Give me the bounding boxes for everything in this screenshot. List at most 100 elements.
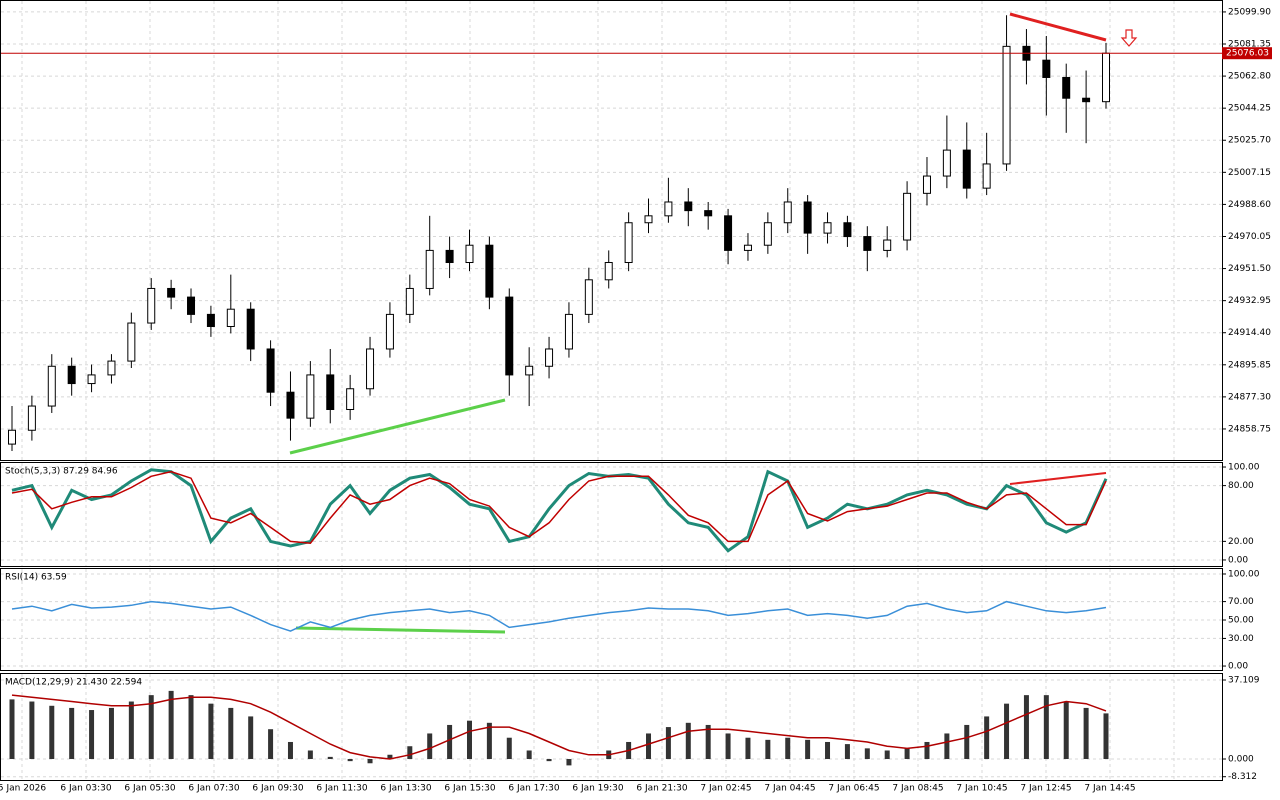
x-tick-label: 6 Jan 15:30 bbox=[444, 784, 496, 794]
y-tick-label: 80.00 bbox=[1228, 481, 1254, 491]
histogram-bar bbox=[208, 703, 214, 760]
histogram-bar bbox=[486, 722, 492, 760]
candle-body bbox=[505, 296, 514, 376]
histogram-bar bbox=[725, 733, 731, 760]
histogram-bar bbox=[168, 690, 174, 760]
indicator-label: RSI(14) 63.59 bbox=[5, 573, 67, 583]
x-tick-label: 6 Jan 09:30 bbox=[252, 784, 304, 794]
candle-body bbox=[604, 262, 613, 281]
histogram-bar bbox=[188, 695, 194, 760]
histogram-bar bbox=[9, 699, 15, 760]
histogram-bar bbox=[506, 737, 512, 760]
histogram-bar bbox=[427, 733, 433, 760]
candle-body bbox=[922, 175, 931, 194]
y-tick-label: 20.00 bbox=[1228, 537, 1254, 547]
histogram-bar bbox=[546, 759, 552, 762]
y-tick-label: 24914.40 bbox=[1228, 328, 1271, 338]
candle-body bbox=[564, 313, 573, 350]
candle-body bbox=[187, 296, 196, 315]
y-tick-label: 25099.90 bbox=[1228, 7, 1271, 17]
candle-body bbox=[47, 365, 56, 407]
indicator-label: Stoch(5,3,3) 87.29 84.96 bbox=[5, 467, 118, 477]
candle-body bbox=[286, 391, 295, 419]
histogram-bar bbox=[924, 741, 930, 760]
histogram-bar bbox=[1043, 695, 1049, 760]
indicator-line bbox=[11, 470, 1107, 544]
y-tick-label: 0.00 bbox=[1228, 662, 1248, 672]
histogram-bar bbox=[904, 748, 910, 760]
candle-body bbox=[147, 287, 156, 324]
x-tick-label: 6 Jan 17:30 bbox=[508, 784, 560, 794]
x-tick-label: 6 Jan 19:30 bbox=[572, 784, 624, 794]
x-tick-label: 7 Jan 06:45 bbox=[828, 784, 879, 794]
y-tick-label: 24858.75 bbox=[1228, 424, 1271, 434]
histogram-bar bbox=[1063, 701, 1069, 760]
indicator-line bbox=[11, 468, 1108, 553]
candle-body bbox=[366, 348, 375, 390]
histogram-bar bbox=[1023, 695, 1029, 760]
y-tick-label: 100.00 bbox=[1228, 463, 1260, 473]
x-tick-label: 7 Jan 08:45 bbox=[892, 784, 943, 794]
candle-body bbox=[644, 215, 653, 224]
y-tick-label: 25044.25 bbox=[1228, 104, 1271, 114]
candle-body bbox=[1102, 52, 1110, 103]
candle-body bbox=[167, 287, 176, 298]
candle-body bbox=[843, 222, 852, 238]
trendline bbox=[289, 398, 506, 455]
candle-body bbox=[87, 374, 96, 385]
y-tick-label: 24988.60 bbox=[1228, 200, 1271, 210]
candle-body bbox=[863, 236, 872, 251]
panel-border bbox=[0, 0, 1223, 461]
histogram-bar bbox=[646, 733, 652, 760]
y-tick-label: 25025.70 bbox=[1228, 136, 1271, 146]
y-tick-label: 30.00 bbox=[1228, 634, 1254, 644]
indicator-line bbox=[11, 600, 1107, 632]
x-tick-label: 7 Jan 14:45 bbox=[1084, 784, 1135, 794]
candle-body bbox=[346, 388, 355, 411]
y-tick-label: 24877.30 bbox=[1228, 392, 1271, 402]
histogram-bar bbox=[944, 733, 950, 760]
x-tick-label: 6 Jan 07:30 bbox=[188, 784, 240, 794]
histogram-bar bbox=[745, 737, 751, 760]
histogram-bar bbox=[1103, 713, 1109, 760]
histogram-bar bbox=[387, 754, 393, 760]
histogram-bar bbox=[466, 720, 472, 760]
candle-body bbox=[127, 322, 136, 362]
histogram-bar bbox=[825, 741, 831, 760]
histogram-bar bbox=[685, 722, 691, 760]
histogram-bar bbox=[268, 729, 274, 760]
candle-body bbox=[743, 244, 752, 251]
x-tick-label: 5 Jan 2026 bbox=[0, 784, 46, 794]
x-tick-label: 6 Jan 11:30 bbox=[316, 784, 368, 794]
candle-body bbox=[465, 244, 474, 264]
candle-body bbox=[903, 192, 912, 241]
candle-body bbox=[246, 308, 255, 350]
y-tick-label: 24895.85 bbox=[1228, 360, 1271, 370]
y-tick-label: 24932.95 bbox=[1228, 296, 1271, 306]
y-tick-label: 0.00 bbox=[1228, 555, 1248, 565]
y-tick-label: -8.312 bbox=[1228, 772, 1257, 782]
histogram-bar bbox=[307, 750, 313, 760]
histogram-bar bbox=[89, 710, 95, 760]
candle-body bbox=[226, 308, 235, 327]
histogram-bar bbox=[327, 756, 333, 760]
histogram-bar bbox=[705, 724, 711, 760]
candle-body bbox=[107, 360, 116, 376]
histogram-bar bbox=[665, 727, 671, 760]
histogram-bar bbox=[228, 707, 234, 760]
candle-body bbox=[942, 149, 951, 177]
y-tick-label: 100.00 bbox=[1228, 569, 1260, 579]
candle-body bbox=[684, 201, 693, 212]
y-tick-label: 37.109 bbox=[1228, 676, 1260, 686]
histogram-bar bbox=[108, 707, 114, 760]
trendline bbox=[1009, 12, 1107, 42]
y-tick-label: 25007.15 bbox=[1228, 168, 1271, 178]
histogram-bar bbox=[864, 748, 870, 760]
histogram-bar bbox=[984, 716, 990, 760]
histogram-bar bbox=[287, 741, 293, 760]
histogram-bar bbox=[884, 750, 890, 760]
candle-body bbox=[306, 374, 315, 419]
candle-body bbox=[1002, 45, 1011, 165]
panel-border bbox=[0, 673, 1223, 781]
